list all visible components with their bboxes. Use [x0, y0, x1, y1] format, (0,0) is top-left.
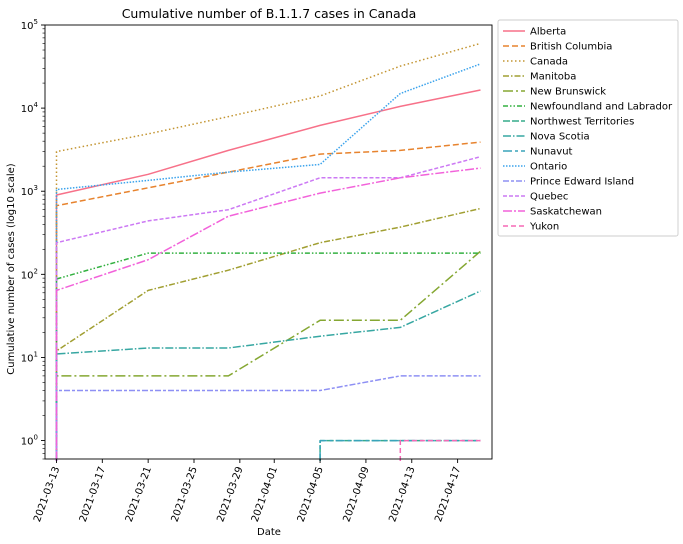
legend-label-nova-scotia: Nova Scotia [530, 132, 590, 143]
legend-frame [497, 19, 679, 237]
series-line-yukon [399, 439, 481, 461]
series-line-alberta [55, 89, 481, 461]
chart-title: Cumulative number of B.1.1.7 cases in Ca… [122, 6, 417, 21]
legend-label-british-columbia: British Columbia [530, 42, 612, 53]
y-ticks: 100 101 102 103 104 105 [21, 18, 45, 460]
series-line-saskatchewan [55, 167, 481, 461]
x-tick-label: 2021-04-05 [296, 465, 326, 523]
legend-label-manitoba: Manitoba [530, 72, 576, 83]
x-tick-label: 2021-03-21 [124, 465, 154, 523]
series-line-ontario [55, 63, 481, 461]
series-line-manitoba [55, 207, 481, 461]
y-tick-label: 104 [21, 101, 39, 115]
series-line-british-columbia [55, 141, 481, 461]
x-tick-label: 2021-03-25 [170, 465, 200, 523]
y-tick-label: 101 [21, 350, 38, 364]
legend-label-ontario: Ontario [530, 162, 567, 173]
series-line-quebec [55, 155, 481, 461]
x-tick-label: 2021-03-29 [215, 465, 245, 523]
legend-label-yukon: Yukon [529, 222, 559, 233]
x-axis-label: Date [257, 527, 281, 538]
x-tick-label: 2021-04-13 [387, 465, 417, 523]
series-line-nova-scotia [55, 290, 481, 461]
series-layer [55, 42, 481, 461]
legend-label-prince-edward-island: Prince Edward Island [530, 177, 634, 188]
x-ticks: 2021-03-13 2021-03-17 2021-03-21 2021-03-25… [32, 459, 463, 524]
legend-label-quebec: Quebec [530, 192, 568, 203]
x-tick-label: 2021-04-17 [433, 465, 463, 523]
legend: Alberta British Columbia Canada Manitoba New… [497, 19, 679, 237]
legend-label-nunavut: Nunavut [530, 147, 573, 158]
legend-label-canada: Canada [530, 57, 568, 68]
y-tick-label: 103 [21, 184, 38, 198]
y-tick-label: 100 [21, 434, 38, 448]
legend-label-northwest-territories: Northwest Territories [530, 117, 634, 128]
y-axis-label: Cumulative number of cases (log10 scale) [6, 163, 17, 374]
y-tick-label: 105 [21, 18, 38, 32]
series-line-newfoundland-and-labrador [55, 252, 481, 461]
series-line-canada [55, 42, 481, 461]
series-line-prince-edward-island [55, 375, 481, 461]
series-line-new-brunswick [55, 250, 481, 461]
legend-label-newfoundland-and-labrador: Newfoundland and Labrador [530, 102, 673, 113]
legend-label-new-brunswick: New Brunswick [530, 87, 606, 98]
x-tick-label: 2021-04-09 [342, 465, 372, 523]
y-tick-label: 102 [21, 267, 38, 281]
legend-label-alberta: Alberta [530, 27, 566, 38]
plot-frame [44, 24, 493, 460]
x-tick-label: 2021-03-17 [78, 465, 108, 523]
x-tick-label: 2021-04-01 [250, 465, 280, 523]
legend-label-saskatchewan: Saskatchewan [530, 207, 602, 218]
x-tick-label: 2021-03-13 [32, 465, 62, 523]
